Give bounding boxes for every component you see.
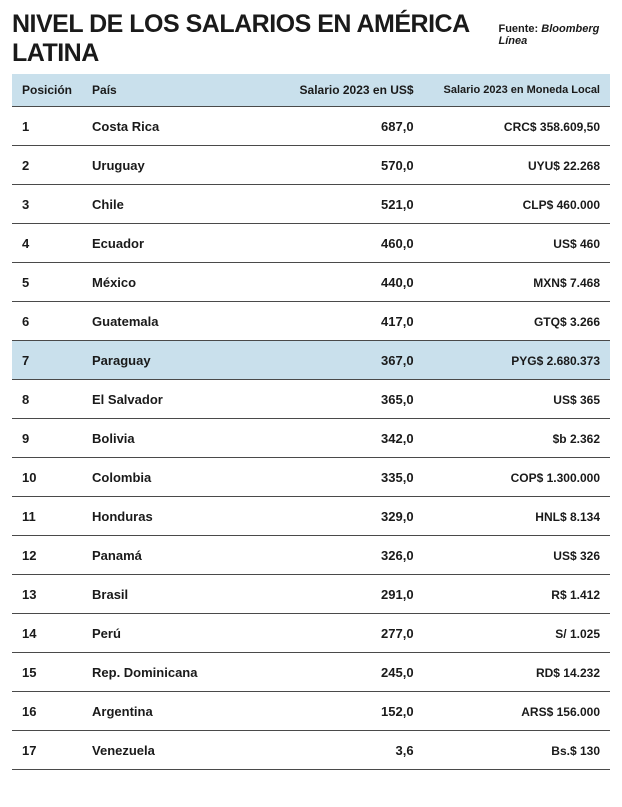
cell-local: MXN$ 7.468	[424, 263, 610, 302]
cell-country: Uruguay	[82, 146, 282, 185]
cell-position: 4	[12, 224, 82, 263]
cell-country: Rep. Dominicana	[82, 653, 282, 692]
cell-country: El Salvador	[82, 380, 282, 419]
table-row: 14Perú277,0S/ 1.025	[12, 614, 610, 653]
cell-local: US$ 326	[424, 536, 610, 575]
cell-local: ARS$ 156.000	[424, 692, 610, 731]
cell-local: GTQ$ 3.266	[424, 302, 610, 341]
cell-position: 6	[12, 302, 82, 341]
cell-local: US$ 365	[424, 380, 610, 419]
cell-usd: 152,0	[282, 692, 424, 731]
cell-usd: 329,0	[282, 497, 424, 536]
col-header-position: Posición	[12, 74, 82, 107]
cell-usd: 460,0	[282, 224, 424, 263]
cell-usd: 277,0	[282, 614, 424, 653]
cell-position: 8	[12, 380, 82, 419]
cell-usd: 687,0	[282, 107, 424, 146]
cell-country: Chile	[82, 185, 282, 224]
table-row: 5México440,0MXN$ 7.468	[12, 263, 610, 302]
cell-position: 2	[12, 146, 82, 185]
header: NIVEL DE LOS SALARIOS EN AMÉRICA LATINA …	[12, 10, 610, 68]
cell-position: 7	[12, 341, 82, 380]
cell-position: 3	[12, 185, 82, 224]
cell-local: US$ 460	[424, 224, 610, 263]
table-row: 13Brasil291,0R$ 1.412	[12, 575, 610, 614]
cell-usd: 521,0	[282, 185, 424, 224]
cell-usd: 367,0	[282, 341, 424, 380]
table-row: 9Bolivia342,0$b 2.362	[12, 419, 610, 458]
source-label: Fuente:	[498, 23, 541, 35]
cell-local: R$ 1.412	[424, 575, 610, 614]
cell-position: 9	[12, 419, 82, 458]
table-row: 3Chile521,0CLP$ 460.000	[12, 185, 610, 224]
cell-usd: 342,0	[282, 419, 424, 458]
salary-table: Posición País Salario 2023 en US$ Salari…	[12, 74, 610, 770]
col-header-local: Salario 2023 en Moneda Local	[424, 74, 610, 107]
cell-country: Costa Rica	[82, 107, 282, 146]
cell-usd: 570,0	[282, 146, 424, 185]
cell-country: Perú	[82, 614, 282, 653]
cell-position: 16	[12, 692, 82, 731]
table-row: 2Uruguay570,0UYU$ 22.268	[12, 146, 610, 185]
col-header-usd: Salario 2023 en US$	[282, 74, 424, 107]
cell-country: Guatemala	[82, 302, 282, 341]
table-row: 16Argentina152,0ARS$ 156.000	[12, 692, 610, 731]
table-row: 10Colombia335,0COP$ 1.300.000	[12, 458, 610, 497]
table-row: 1Costa Rica687,0CRC$ 358.609,50	[12, 107, 610, 146]
cell-country: Colombia	[82, 458, 282, 497]
cell-position: 11	[12, 497, 82, 536]
table-row: 12Panamá326,0US$ 326	[12, 536, 610, 575]
col-header-country: País	[82, 74, 282, 107]
cell-local: UYU$ 22.268	[424, 146, 610, 185]
cell-local: CRC$ 358.609,50	[424, 107, 610, 146]
cell-local: Bs.$ 130	[424, 731, 610, 770]
table-header: Posición País Salario 2023 en US$ Salari…	[12, 74, 610, 107]
cell-country: Argentina	[82, 692, 282, 731]
cell-country: Bolivia	[82, 419, 282, 458]
cell-local: CLP$ 460.000	[424, 185, 610, 224]
cell-usd: 335,0	[282, 458, 424, 497]
table-row: 4Ecuador460,0US$ 460	[12, 224, 610, 263]
cell-usd: 245,0	[282, 653, 424, 692]
cell-usd: 417,0	[282, 302, 424, 341]
cell-country: Honduras	[82, 497, 282, 536]
table-row: 15Rep. Dominicana245,0RD$ 14.232	[12, 653, 610, 692]
cell-local: RD$ 14.232	[424, 653, 610, 692]
cell-local: COP$ 1.300.000	[424, 458, 610, 497]
cell-position: 10	[12, 458, 82, 497]
cell-usd: 291,0	[282, 575, 424, 614]
cell-local: PYG$ 2.680.373	[424, 341, 610, 380]
cell-usd: 365,0	[282, 380, 424, 419]
source: Fuente: Bloomberg Línea	[498, 23, 610, 47]
cell-country: Brasil	[82, 575, 282, 614]
cell-usd: 326,0	[282, 536, 424, 575]
table-body: 1Costa Rica687,0CRC$ 358.609,502Uruguay5…	[12, 107, 610, 770]
table-row: 17Venezuela3,6Bs.$ 130	[12, 731, 610, 770]
cell-local: $b 2.362	[424, 419, 610, 458]
table-row: 7Paraguay367,0PYG$ 2.680.373	[12, 341, 610, 380]
table-row: 8El Salvador365,0US$ 365	[12, 380, 610, 419]
cell-local: HNL$ 8.134	[424, 497, 610, 536]
cell-usd: 3,6	[282, 731, 424, 770]
cell-usd: 440,0	[282, 263, 424, 302]
cell-country: Paraguay	[82, 341, 282, 380]
cell-position: 15	[12, 653, 82, 692]
cell-position: 12	[12, 536, 82, 575]
page-title: NIVEL DE LOS SALARIOS EN AMÉRICA LATINA	[12, 10, 474, 68]
cell-position: 17	[12, 731, 82, 770]
cell-local: S/ 1.025	[424, 614, 610, 653]
cell-country: Panamá	[82, 536, 282, 575]
cell-position: 14	[12, 614, 82, 653]
table-row: 11Honduras329,0HNL$ 8.134	[12, 497, 610, 536]
cell-position: 1	[12, 107, 82, 146]
table-row: 6Guatemala417,0GTQ$ 3.266	[12, 302, 610, 341]
cell-country: Ecuador	[82, 224, 282, 263]
cell-position: 13	[12, 575, 82, 614]
cell-country: Venezuela	[82, 731, 282, 770]
cell-position: 5	[12, 263, 82, 302]
cell-country: México	[82, 263, 282, 302]
